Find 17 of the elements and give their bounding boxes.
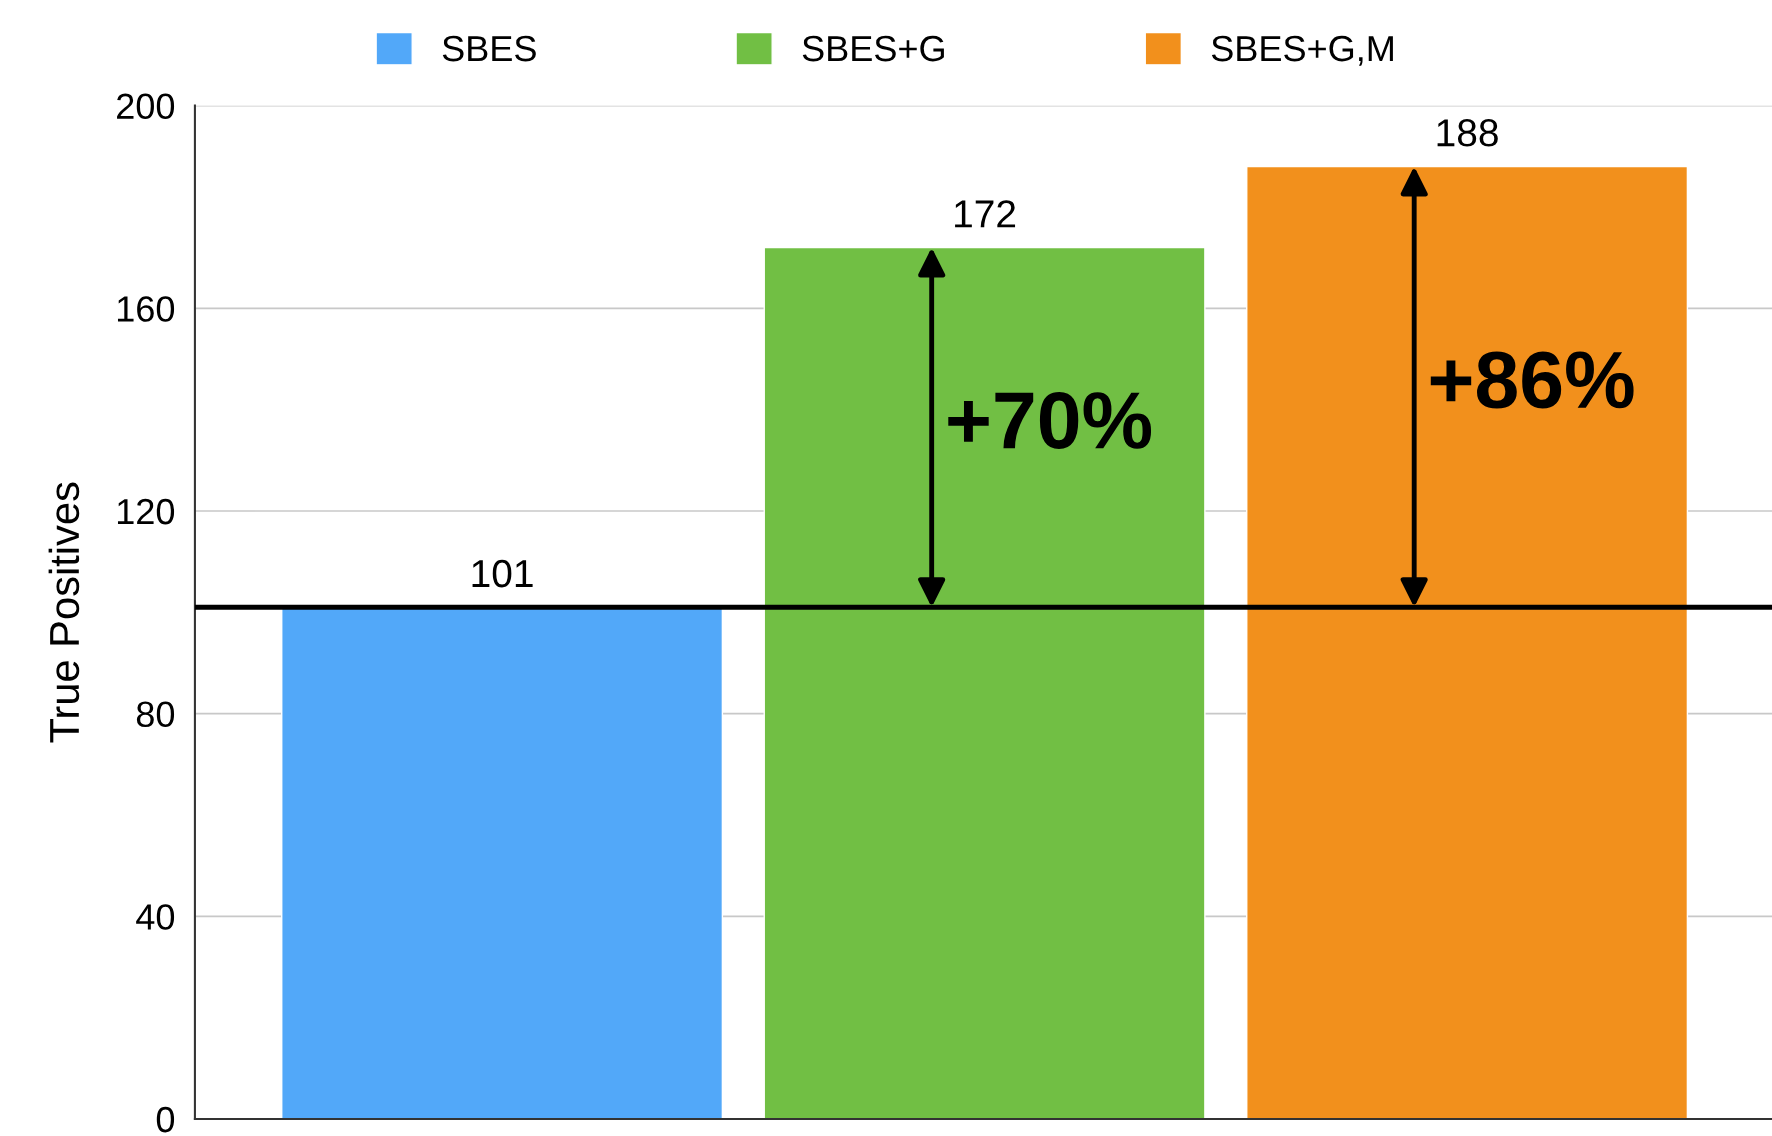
legend-label: SBES (442, 35, 536, 62)
y-tick-label: 160 (117, 296, 175, 322)
y-tick-label: 80 (136, 701, 175, 728)
legend-label: SBES+G (802, 35, 944, 62)
y-tick-label: 200 (117, 93, 175, 120)
bar (763, 246, 1206, 1119)
annotation: +86% (1430, 351, 1634, 409)
y-tick-label: 0 (156, 1106, 175, 1133)
y-tick-label: 120 (117, 498, 175, 525)
data-label: 172 (955, 200, 1016, 228)
annotation: +70% (948, 391, 1152, 449)
legend-label: SBES+G,M (1211, 35, 1393, 66)
y-tick-label: 40 (136, 904, 175, 930)
data-label: 101 (472, 559, 533, 588)
bar (1246, 165, 1689, 1119)
data-label: 188 (1437, 119, 1498, 147)
y-axis-title: True Positives (48, 482, 80, 743)
